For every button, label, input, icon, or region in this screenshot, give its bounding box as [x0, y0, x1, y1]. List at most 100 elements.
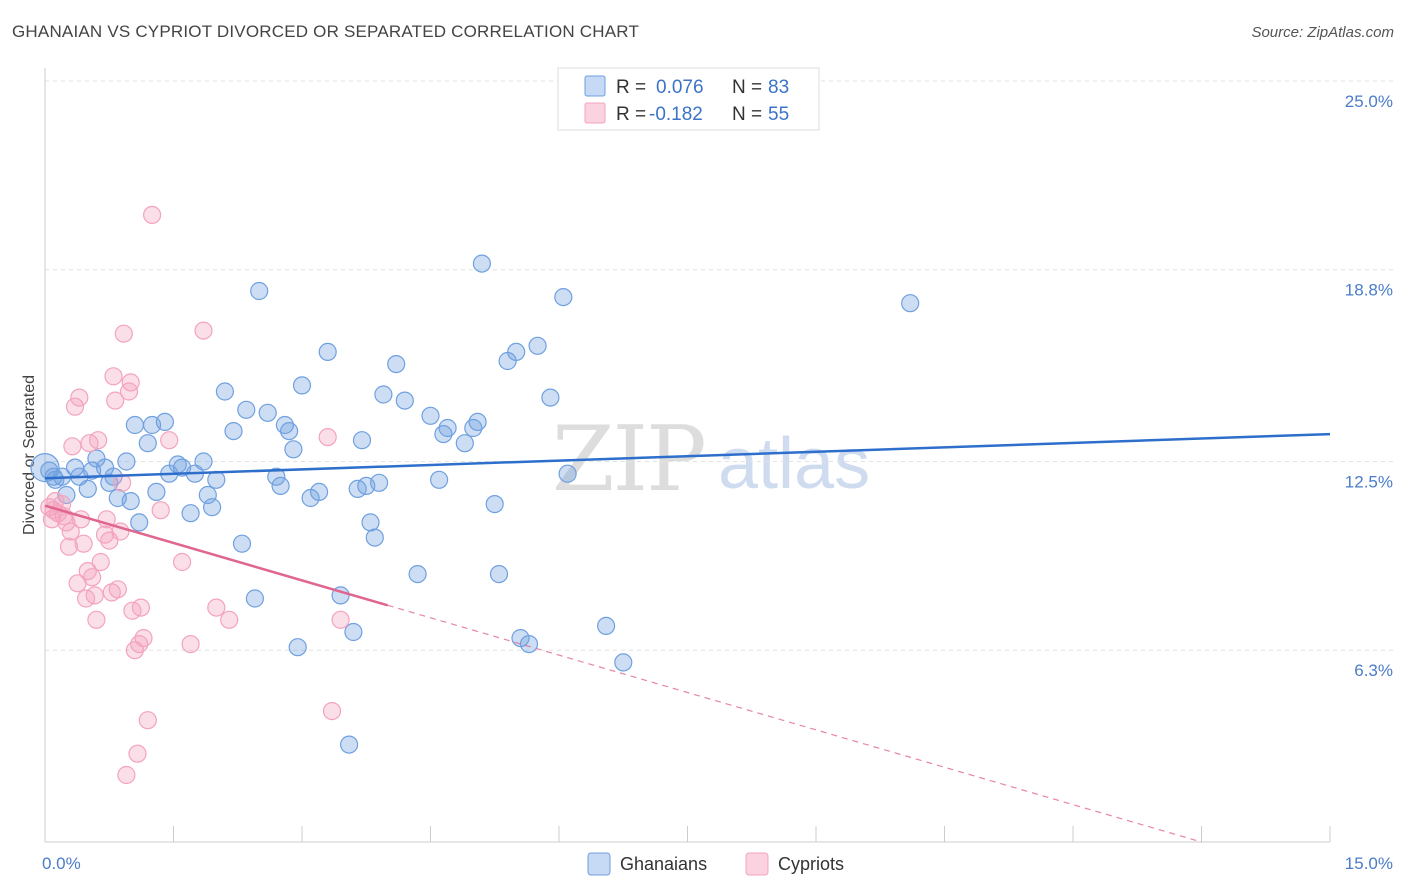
data-point: [558, 464, 577, 483]
data-point: [901, 294, 920, 313]
data-point: [207, 598, 226, 617]
data-point: [421, 406, 440, 425]
legend-r-value-1: -0.182: [649, 104, 703, 125]
data-point: [70, 388, 89, 407]
data-point: [284, 440, 303, 459]
data-point: [271, 476, 290, 495]
chart-source: Source: ZipAtlas.com: [1251, 24, 1394, 41]
chart-title: GHANAIAN VS CYPRIOT DIVORCED OR SEPARATE…: [12, 22, 640, 41]
data-point: [106, 391, 125, 410]
data-point: [215, 382, 234, 401]
data-point: [310, 482, 329, 501]
legend-r-label-0: R =: [616, 77, 646, 98]
data-point: [151, 501, 170, 520]
data-point: [119, 382, 139, 401]
bottom-legend-label-ghanaians: Ghanaians: [620, 854, 707, 874]
data-point: [207, 470, 226, 489]
data-point: [108, 580, 127, 599]
legend: R = 0.076 N = 83 R = -0.182 N = 55: [557, 67, 820, 131]
data-point: [88, 431, 108, 450]
y-tick-label: 6.3%: [1354, 661, 1393, 680]
data-point: [322, 701, 342, 721]
trend-line-extension: [387, 604, 1202, 843]
data-point: [131, 598, 150, 617]
data-point: [267, 467, 286, 486]
legend-swatch-ghanaians: [584, 75, 606, 97]
series-ghanaians-points: [30, 254, 920, 754]
data-point: [194, 452, 213, 471]
data-point: [614, 653, 633, 672]
legend-n-label-1: N =: [732, 104, 762, 125]
y-tick-label: 18.8%: [1345, 281, 1393, 300]
data-point: [408, 564, 427, 584]
trend-line: [44, 504, 389, 607]
bottom-legend-label-cypriots: Cypriots: [778, 854, 844, 874]
data-point: [181, 634, 200, 654]
x-tick-label-max: 15.0%: [1345, 854, 1393, 873]
x-ticks: [173, 826, 1331, 842]
data-point: [387, 355, 406, 374]
legend-swatch-cypriots: [584, 102, 606, 124]
data-point: [318, 428, 337, 447]
data-point: [541, 388, 560, 407]
data-point: [245, 589, 264, 608]
data-point: [438, 418, 457, 438]
x-tick-label-min: 0.0%: [42, 854, 81, 873]
legend-r-label-1: R =: [616, 104, 646, 125]
data-point: [258, 403, 277, 422]
legend-n-label-0: N =: [732, 77, 762, 98]
data-point: [194, 321, 213, 340]
data-point: [288, 638, 307, 657]
y-tick-labels: 6.3% 12.5% 18.8% 25.0%: [1345, 92, 1393, 680]
y-tick-label: 12.5%: [1345, 473, 1393, 492]
data-point: [138, 434, 157, 453]
data-point: [528, 336, 547, 355]
y-axis-label: Divorced or Separated: [21, 375, 38, 535]
data-point: [280, 422, 299, 441]
data-point: [57, 485, 76, 505]
y-tick-label: 25.0%: [1345, 92, 1393, 111]
data-point: [63, 437, 82, 456]
bottom-legend-swatch-ghanaians: [587, 852, 611, 876]
data-point: [87, 610, 106, 629]
bottom-legend-swatch-cypriots: [745, 852, 769, 876]
watermark-atlas: atlas: [718, 424, 870, 504]
data-point: [85, 586, 104, 605]
data-point: [147, 482, 166, 501]
data-point: [117, 452, 136, 471]
data-point: [455, 434, 474, 453]
data-point: [121, 373, 140, 392]
data-point: [292, 376, 312, 395]
data-point: [30, 453, 60, 483]
data-point: [61, 522, 80, 541]
data-point: [472, 254, 491, 273]
data-point: [468, 412, 487, 431]
data-point: [554, 288, 573, 307]
data-point: [318, 342, 337, 361]
data-point: [344, 622, 363, 642]
data-point: [59, 537, 79, 556]
data-point: [519, 634, 539, 654]
data-point: [395, 391, 414, 410]
data-point: [112, 473, 132, 492]
data-point: [220, 610, 239, 629]
data-point: [91, 552, 110, 572]
data-point: [370, 473, 389, 492]
data-point: [224, 422, 243, 441]
data-point: [203, 498, 222, 517]
legend-n-value-0: 83: [768, 77, 789, 98]
data-point: [173, 552, 192, 572]
data-point: [361, 513, 380, 532]
data-point: [143, 205, 162, 224]
data-point: [430, 470, 449, 489]
data-point: [352, 431, 372, 450]
data-point: [114, 324, 133, 343]
data-point: [250, 281, 269, 301]
data-point: [489, 564, 509, 584]
data-point: [155, 412, 174, 431]
data-point: [237, 400, 256, 419]
data-point: [507, 342, 526, 361]
data-point: [130, 513, 149, 532]
data-point: [57, 513, 76, 532]
